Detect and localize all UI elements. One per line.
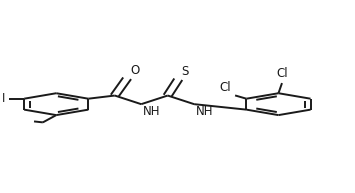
Text: O: O: [130, 64, 139, 77]
Text: S: S: [181, 65, 189, 78]
Text: I: I: [1, 92, 5, 105]
Text: NH: NH: [143, 105, 160, 118]
Text: NH: NH: [196, 105, 213, 118]
Text: Cl: Cl: [219, 80, 230, 94]
Text: Cl: Cl: [276, 67, 288, 80]
